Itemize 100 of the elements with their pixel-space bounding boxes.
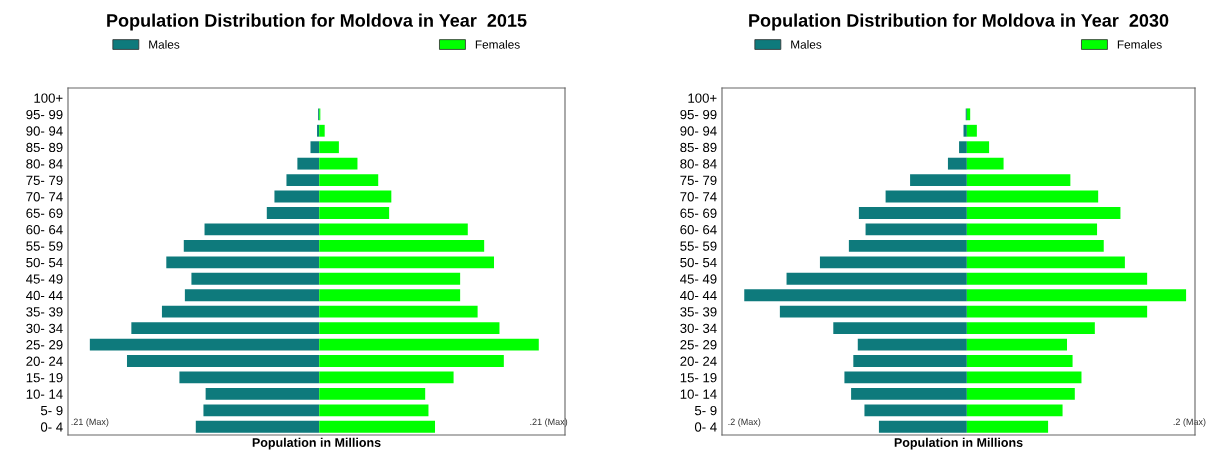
bar [266, 207, 320, 219]
y-tick-label: 50- 54 [26, 257, 63, 268]
bar [274, 190, 320, 203]
bar [966, 174, 1071, 187]
bar [319, 256, 494, 269]
y-tick-label: 70- 74 [680, 192, 717, 202]
bar [319, 371, 454, 384]
y-tick-label: 5- 9 [40, 405, 63, 416]
y-tick-label: 80- 84 [680, 159, 717, 169]
bar [966, 355, 1073, 367]
bar [864, 404, 967, 417]
bar [319, 157, 358, 170]
bar [319, 272, 461, 285]
bar [779, 305, 967, 318]
legend-label: Females [475, 40, 520, 49]
bar [166, 256, 320, 269]
y-tick-label: 45- 49 [680, 274, 717, 284]
bar [317, 124, 320, 137]
bar [966, 322, 1095, 335]
y-tick-label: 35- 39 [680, 307, 717, 317]
bar [966, 289, 1187, 302]
y-tick-label: 65- 69 [26, 208, 63, 218]
x-axis-title: Population in Millions [252, 437, 381, 450]
bar [319, 124, 325, 137]
bar [851, 387, 967, 400]
bar [319, 207, 390, 219]
x-tick-label: .2 (Max) [1173, 418, 1206, 427]
bar [885, 190, 967, 203]
bar [819, 256, 967, 269]
bar [878, 420, 967, 433]
bar [966, 420, 1049, 433]
y-tick-label: 30- 34 [26, 323, 63, 334]
bar [319, 223, 468, 236]
bar [319, 420, 436, 433]
bar [195, 420, 320, 433]
y-tick-label: 20- 24 [26, 356, 63, 366]
bar [966, 338, 1068, 351]
bar [966, 207, 1121, 219]
y-tick-label: 15- 19 [680, 373, 717, 383]
y-tick-label: 45- 49 [26, 274, 63, 284]
x-axis-title: Population in Millions [894, 437, 1023, 450]
y-tick-label: 0- 4 [694, 422, 717, 432]
x-tick-label: .21 (Max) [530, 418, 568, 427]
bar [844, 371, 967, 384]
y-tick-label: 100+ [34, 93, 63, 103]
bar [203, 404, 320, 417]
bar [319, 141, 339, 154]
y-tick-label: 10- 14 [680, 389, 717, 399]
y-tick-label: 15- 19 [26, 373, 63, 383]
bar [319, 355, 504, 367]
bar [319, 387, 426, 400]
bar [910, 174, 967, 187]
bar [286, 174, 320, 187]
y-tick-label: 95- 99 [680, 109, 717, 120]
bar [161, 305, 320, 318]
y-tick-label: 35- 39 [26, 307, 63, 317]
bar [848, 239, 967, 252]
y-tick-label: 30- 34 [680, 323, 717, 334]
bar [865, 223, 967, 236]
legend-label: Males [791, 40, 822, 49]
bar [966, 387, 1075, 400]
y-tick-label: 95- 99 [26, 109, 63, 120]
bar [319, 239, 485, 252]
bar [319, 338, 539, 351]
y-tick-label: 60- 64 [26, 225, 63, 235]
bar [833, 322, 967, 335]
bar [853, 355, 967, 367]
legend-label: Males [149, 40, 180, 49]
bar [131, 322, 320, 335]
bar [183, 239, 320, 252]
bar [319, 322, 500, 335]
bar [966, 124, 977, 137]
x-tick-label: .21 (Max) [71, 418, 109, 427]
y-tick-label: 75- 79 [680, 175, 717, 186]
chart-title: Population Distribution for Moldova in Year 2030 [749, 13, 1169, 31]
bar [89, 338, 320, 351]
bar [966, 305, 1148, 318]
y-tick-label: 20- 24 [680, 356, 717, 366]
bar [204, 223, 320, 236]
y-tick-label: 60- 64 [680, 225, 717, 235]
y-tick-label: 75- 79 [26, 175, 63, 186]
y-tick-label: 50- 54 [680, 257, 717, 268]
y-tick-label: 85- 89 [26, 142, 63, 153]
bar [858, 207, 967, 219]
legend-label: Females [1117, 40, 1162, 49]
y-tick-label: 10- 14 [26, 389, 63, 399]
y-tick-label: 85- 89 [680, 142, 717, 153]
y-tick-label: 55- 59 [680, 241, 717, 251]
bar [966, 256, 1125, 269]
bar [966, 141, 990, 154]
x-tick-label: .2 (Max) [728, 418, 761, 427]
bar [966, 404, 1063, 417]
bar [966, 272, 1148, 285]
y-tick-label: 80- 84 [26, 159, 63, 169]
chart-title: Population Distribution for Moldova in Year 2015 [107, 13, 527, 31]
y-tick-label: 25- 29 [680, 340, 717, 350]
bar [319, 305, 478, 318]
bar [959, 141, 967, 154]
bar [786, 272, 967, 285]
y-tick-label: 65- 69 [680, 208, 717, 218]
